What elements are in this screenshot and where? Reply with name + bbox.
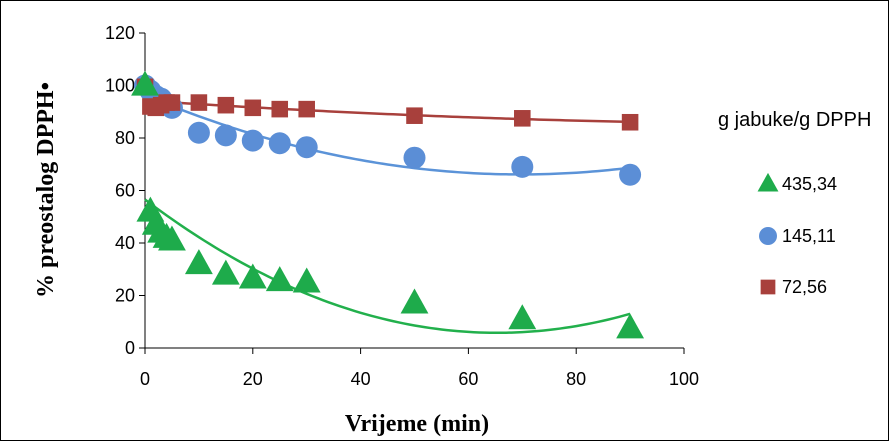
- data-point-triangle-series-1: [400, 288, 429, 314]
- x-tick-label: 40: [351, 369, 371, 389]
- legend-title: g jabuke/g DPPH: [718, 109, 871, 131]
- data-point-triangle-series-1: [265, 266, 294, 292]
- data-points: [131, 70, 645, 339]
- y-tick-label: 120: [105, 23, 135, 43]
- legend-marker-circle: [759, 227, 777, 245]
- data-point-triangle-series-1: [211, 259, 240, 285]
- data-point-triangle-series-1: [158, 225, 186, 251]
- data-point-square-series-3: [217, 96, 235, 114]
- data-point-circle-series-2: [241, 129, 264, 152]
- data-point-circle-series-2: [268, 132, 291, 155]
- data-point-square-series-3: [244, 99, 262, 117]
- y-tick-label: 0: [125, 338, 135, 358]
- data-point-triangle-series-1: [616, 313, 645, 339]
- data-point-circle-series-2: [619, 163, 642, 186]
- legend-label-series-1: 435,34: [782, 174, 837, 194]
- x-axis-title: Vrijeme (min): [345, 411, 489, 437]
- data-point-triangle-series-1: [131, 70, 159, 96]
- x-tick-label: 20: [243, 369, 263, 389]
- data-point-triangle-series-1: [508, 304, 537, 330]
- legend: g jabuke/g DPPH 435,34 145,11 72,56: [718, 109, 871, 297]
- y-tick-label: 80: [115, 128, 135, 148]
- data-point-square-series-3: [190, 94, 208, 111]
- data-point-square-series-3: [163, 94, 181, 111]
- data-point-triangle-series-1: [238, 263, 267, 289]
- legend-label-series-3: 72,56: [782, 277, 827, 297]
- y-tick-label: 100: [105, 76, 135, 96]
- data-point-circle-series-2: [187, 121, 210, 144]
- x-tick-label: 80: [566, 369, 586, 389]
- y-tick-label: 40: [115, 233, 135, 253]
- data-point-triangle-series-1: [292, 267, 321, 293]
- trendline-series-1: [144, 198, 631, 335]
- axes: 0 20 40 60 80 100 120 0 20 40 60 80 100: [105, 23, 699, 389]
- x-tick-label: 0: [140, 369, 150, 389]
- data-point-circle-series-2: [214, 124, 237, 147]
- data-point-square-series-3: [406, 107, 423, 124]
- data-point-circle-series-2: [511, 155, 534, 178]
- data-point-circle-series-2: [403, 146, 426, 169]
- x-tick-label: 60: [458, 369, 478, 389]
- data-point-square-series-3: [621, 113, 639, 131]
- data-point-square-series-3: [514, 110, 531, 127]
- x-tick-label: 100: [669, 369, 699, 389]
- y-axis-title: % preostalog DPPH•: [33, 82, 59, 298]
- legend-marker-square: [760, 279, 776, 295]
- data-point-square-series-3: [298, 100, 315, 118]
- data-point-circle-series-2: [295, 136, 318, 159]
- legend-marker-triangle: [757, 172, 779, 192]
- legend-label-series-2: 145,11: [782, 226, 836, 246]
- data-point-triangle-series-1: [184, 249, 213, 275]
- y-tick-label: 20: [115, 286, 135, 306]
- y-tick-label: 60: [115, 181, 135, 201]
- data-point-square-series-3: [271, 100, 289, 118]
